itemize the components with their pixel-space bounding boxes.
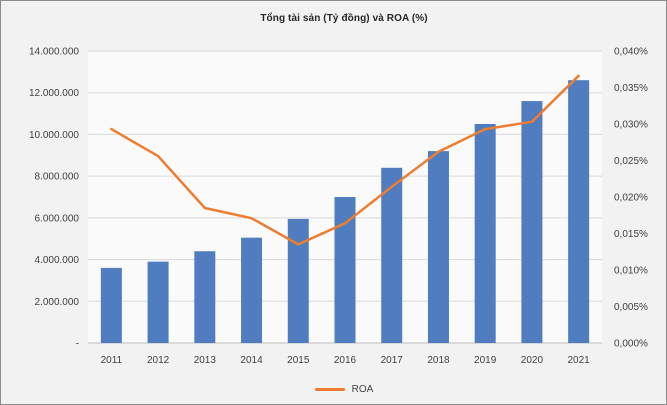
x-axis-label-2011: 2011 bbox=[101, 355, 123, 366]
x-axis-label-2012: 2012 bbox=[147, 355, 170, 366]
x-axis-label-2018: 2018 bbox=[427, 355, 450, 366]
y-axis-right-label: 0,025% bbox=[614, 156, 648, 167]
y-axis-right-label: 0,040% bbox=[614, 47, 648, 58]
y-axis-left-label: 8.000.000 bbox=[35, 172, 80, 183]
x-axis-label-2021: 2021 bbox=[568, 355, 591, 366]
bar-2016 bbox=[334, 197, 356, 343]
bar-2014 bbox=[241, 237, 263, 343]
bar-2021 bbox=[568, 80, 590, 343]
chart-title: Tổng tài sản (Tỷ đồng) và ROA (%) bbox=[260, 13, 428, 24]
bar-2017 bbox=[381, 167, 403, 343]
legend-label-roa: ROA bbox=[351, 384, 374, 395]
x-axis-label-2016: 2016 bbox=[334, 355, 357, 366]
y-axis-left-label: 2.000.000 bbox=[35, 297, 80, 308]
y-axis-right-label: 0,010% bbox=[614, 266, 648, 277]
y-axis-right-label: 0,005% bbox=[614, 302, 648, 313]
bar-2019 bbox=[474, 124, 496, 343]
x-axis-label-2019: 2019 bbox=[474, 355, 497, 366]
y-axis-right-label: 0,020% bbox=[614, 193, 648, 204]
y-axis-right-label: 0,035% bbox=[614, 83, 648, 94]
y-axis-right-label: 0,000% bbox=[614, 339, 648, 350]
bar-2013 bbox=[194, 251, 216, 343]
roa-line bbox=[110, 74, 580, 246]
y-axis-left-label: 6.000.000 bbox=[35, 213, 80, 224]
bar-2018 bbox=[427, 151, 449, 343]
y-axis-right-label: 0,030% bbox=[614, 120, 648, 131]
y-axis-left-label: - bbox=[76, 339, 79, 350]
y-axis-left-label: 10.000.000 bbox=[29, 130, 79, 141]
y-axis-right-label: 0,015% bbox=[614, 229, 648, 240]
legend-line-swatch-roa bbox=[314, 388, 345, 391]
legend: ROA bbox=[87, 384, 601, 395]
y-axis-left-label: 12.000.000 bbox=[29, 88, 79, 99]
bar-2015 bbox=[287, 218, 309, 343]
bar-2020 bbox=[521, 101, 543, 343]
y-axis-left-label: 14.000.000 bbox=[29, 47, 79, 58]
bar-2012 bbox=[147, 261, 169, 343]
x-axis-label-2020: 2020 bbox=[521, 355, 544, 366]
bar-2011 bbox=[100, 267, 122, 343]
x-axis-label-2013: 2013 bbox=[194, 355, 217, 366]
x-axis-label-2017: 2017 bbox=[381, 355, 404, 366]
y-axis-left-label: 4.000.000 bbox=[35, 255, 80, 266]
x-axis-label-2015: 2015 bbox=[287, 355, 310, 366]
x-axis-label-2014: 2014 bbox=[240, 355, 263, 366]
